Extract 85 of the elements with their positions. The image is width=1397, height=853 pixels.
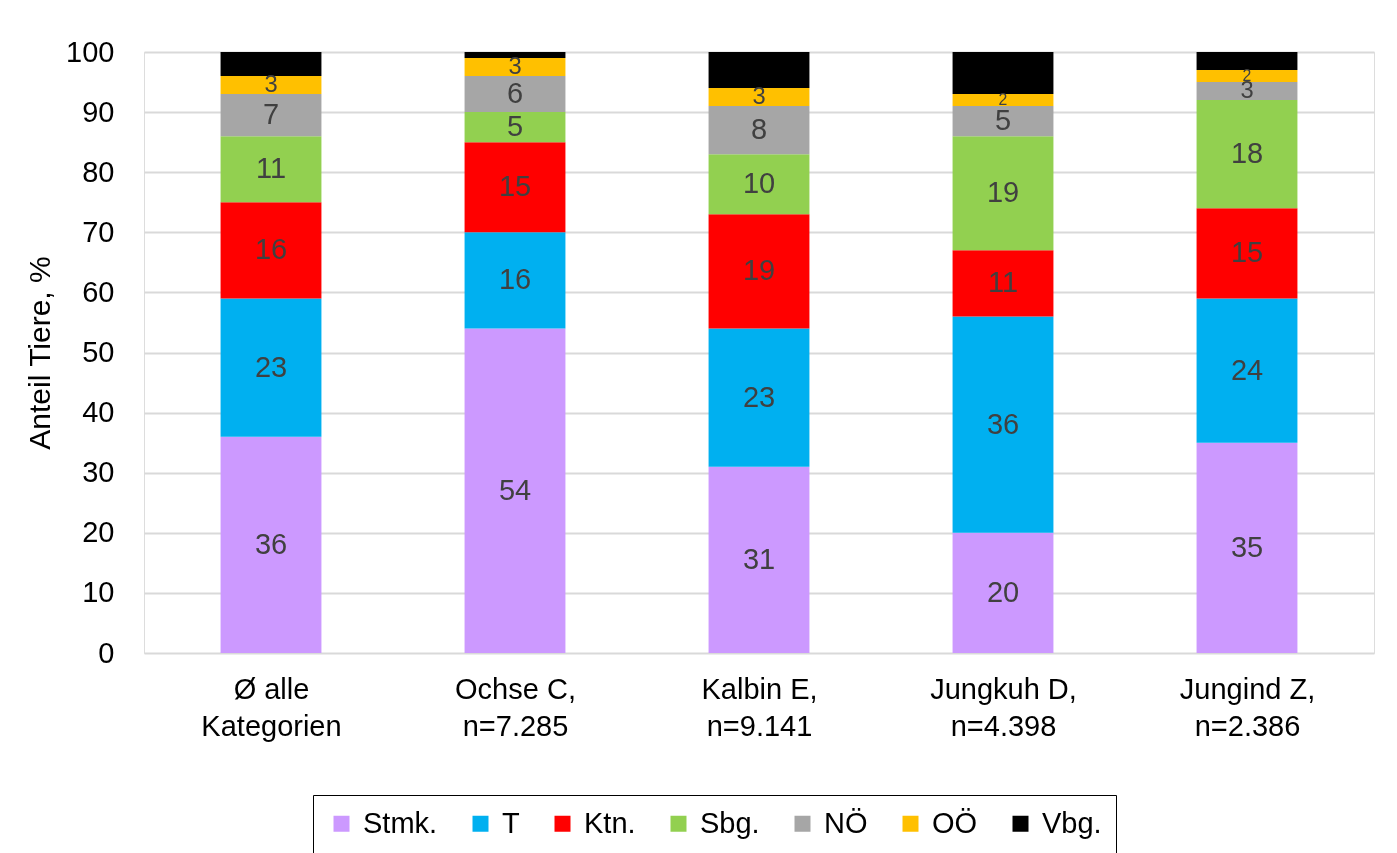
bar (464, 112, 566, 143)
data-label: 20 (986, 575, 1020, 608)
bar (708, 328, 810, 467)
bar (708, 106, 810, 155)
bar (708, 88, 810, 107)
bar (464, 52, 566, 59)
y-tick-label: 50 (82, 336, 115, 368)
data-label: 8 (750, 113, 768, 146)
bar (1196, 70, 1298, 83)
data-label: 23 (742, 380, 776, 413)
bar (708, 214, 810, 329)
bar (1196, 100, 1298, 209)
data-label: 11 (987, 266, 1019, 299)
x-tick-label: Ø alle Kategorien (201, 672, 342, 742)
data-label: 35 (1230, 530, 1264, 563)
y-tick-label: 0 (98, 636, 115, 669)
data-label: 36 (254, 527, 288, 560)
bar (708, 466, 810, 653)
bar (220, 52, 322, 77)
bar (464, 232, 566, 329)
legend-label: Ktn. (584, 806, 636, 839)
bar (220, 436, 322, 653)
legend-label: Sbg. (700, 806, 760, 839)
data-label: 3 (264, 71, 278, 98)
y-axis-title: Anteil Tiere, % (23, 256, 57, 450)
bar (220, 202, 322, 299)
y-tick-label: 70 (82, 215, 115, 248)
bar (464, 328, 566, 653)
y-tick-label: 100 (66, 35, 115, 68)
data-label: 11 (255, 152, 287, 185)
bar (952, 316, 1054, 533)
x-tick-label: Kalbin E, n=9.141 (701, 672, 818, 742)
legend-label: Vbg. (1042, 806, 1102, 839)
bar (952, 136, 1054, 251)
data-label: 19 (986, 176, 1020, 209)
y-tick-label: 30 (82, 456, 115, 489)
legend-label: OÖ (932, 806, 978, 839)
bar (464, 142, 566, 233)
y-tick-label: 10 (82, 576, 115, 609)
data-label: 3 (752, 83, 766, 110)
data-label: 16 (498, 263, 532, 296)
data-label: 6 (506, 77, 524, 110)
data-label: 36 (986, 407, 1020, 440)
y-tick-label: 60 (82, 275, 115, 308)
bar (952, 106, 1054, 137)
x-tick-label: Ochse C, n=7.285 (455, 672, 576, 742)
y-tick-label: 80 (82, 155, 115, 188)
bar (220, 136, 322, 203)
bar (1196, 442, 1298, 653)
bar (1196, 82, 1298, 101)
bar (952, 532, 1054, 653)
bar (708, 154, 810, 215)
data-label: 19 (742, 254, 776, 287)
bar (952, 94, 1054, 107)
legend-label: Stmk. (363, 806, 438, 839)
y-tick-label: 90 (82, 95, 115, 128)
bar (1196, 298, 1298, 443)
data-label: 16 (254, 233, 288, 266)
data-label: 18 (1230, 137, 1264, 170)
legend-label: NÖ (824, 806, 868, 839)
data-label: 23 (254, 350, 288, 383)
bar (1196, 208, 1298, 299)
data-label: 31 (742, 542, 776, 575)
x-tick-label: Jungkuh D, n=4.398 (930, 672, 1077, 742)
data-label: 15 (498, 170, 532, 203)
data-label: 5 (506, 110, 524, 143)
data-label: 7 (262, 98, 280, 131)
y-tick-label: 20 (82, 516, 115, 549)
y-tick-label: 40 (82, 396, 115, 429)
legend-label: T (502, 806, 520, 839)
bar (220, 298, 322, 437)
data-label: 10 (742, 167, 776, 200)
data-label: 15 (1230, 236, 1264, 269)
data-label: 24 (1230, 353, 1264, 386)
bar (952, 52, 1054, 95)
bar (220, 94, 322, 137)
data-label: 3 (508, 53, 522, 80)
data-label: 54 (498, 473, 532, 506)
bar (1196, 52, 1298, 71)
bar (464, 58, 566, 77)
bar (464, 76, 566, 113)
x-tick-label: Jungind Z, n=2.386 (1179, 672, 1316, 742)
bar (220, 76, 322, 95)
bar (952, 250, 1054, 317)
bar (708, 52, 810, 89)
